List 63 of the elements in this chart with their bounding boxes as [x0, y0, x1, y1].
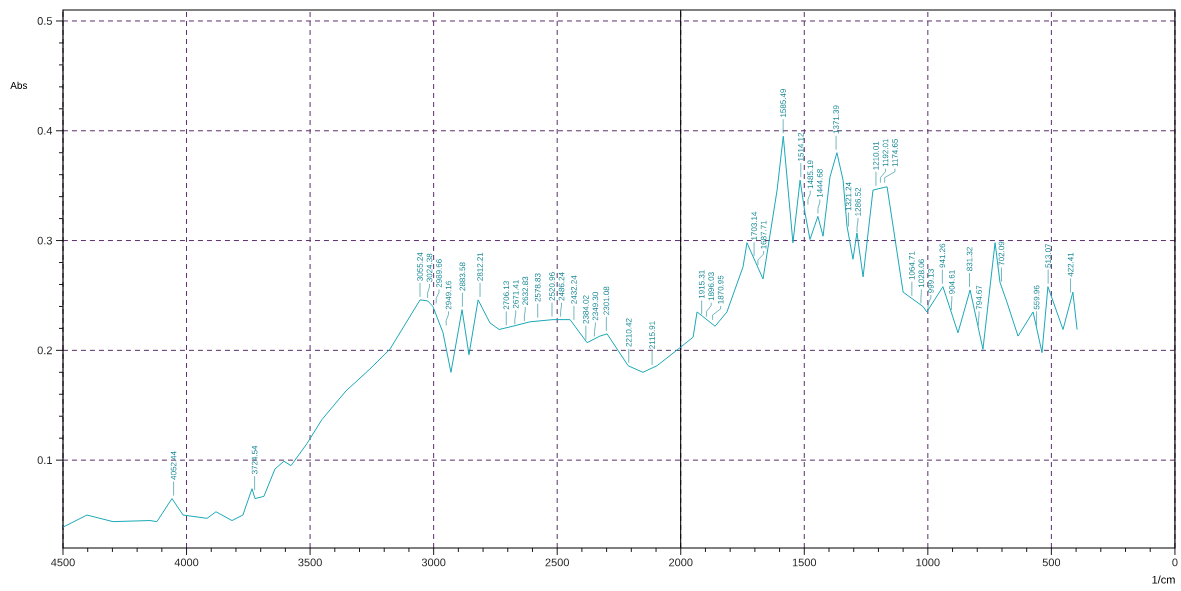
annotation: 2812.21	[477, 252, 483, 281]
x-tick-label: 2000	[669, 558, 693, 567]
annotation: 1028.06	[918, 259, 925, 288]
annotation: 1896.03	[708, 272, 715, 301]
x-tick-label: 3500	[298, 558, 322, 567]
annotation: 3724.54	[251, 445, 258, 475]
annotation: 2486.24	[558, 272, 565, 301]
annotation: 1585.49	[780, 89, 786, 117]
annotation: 3055.24	[417, 252, 423, 281]
annotation: 1485.19	[807, 160, 814, 189]
annotation: 1192.01	[882, 139, 889, 167]
annotation: 2520.96	[549, 272, 555, 301]
annotation: 1514.12	[797, 132, 804, 161]
x-axis-title: 1/cm	[1152, 575, 1175, 584]
annotation: 1210.01	[873, 141, 879, 170]
annotation: 904.61	[949, 270, 955, 294]
x-tick-label: 1000	[916, 558, 940, 567]
annotation: 559.96	[1033, 285, 1040, 310]
annotation: 2301.08	[603, 286, 610, 315]
annotation: 794.67	[976, 285, 982, 310]
annotation: 702.09	[998, 241, 1005, 266]
annotation: 2706.13	[503, 281, 510, 310]
annotation: 1174.65	[892, 138, 898, 167]
annotation: 2632.83	[522, 276, 529, 305]
annotation: 2210.42	[625, 318, 632, 347]
annotation: 831.32	[966, 247, 973, 271]
x-tick-label: 1500	[792, 558, 817, 567]
annotation: 1321.24	[845, 182, 852, 211]
annotation: 2578.83	[534, 273, 541, 302]
annotation: 941.26	[939, 243, 946, 268]
annotation: 1444.68	[816, 169, 823, 198]
x-tick-label: 4000	[174, 558, 199, 567]
annotation: 2349.30	[592, 292, 599, 321]
x-tick-label: 4500	[51, 558, 75, 567]
y-tick-label: 0.5	[37, 17, 52, 25]
annotation: 2384.02	[583, 295, 589, 324]
annotation: 2115.91	[649, 321, 655, 349]
annotation: 1870.95	[717, 275, 724, 304]
annotation: 2949.16	[445, 281, 452, 310]
annotation: 999.13	[928, 269, 934, 293]
annotation: 422.41	[1067, 252, 1074, 277]
annotation: 1703.14	[751, 211, 757, 240]
annotation: 3024.38	[426, 253, 433, 282]
annotation: 1371.39	[833, 105, 839, 134]
annotation: 4052.44	[170, 451, 177, 480]
x-tick-label: 500	[1042, 558, 1061, 567]
y-tick-label: 0.2	[37, 346, 52, 355]
x-tick-label: 2500	[545, 558, 569, 567]
y-tick-label: 0.3	[37, 236, 52, 245]
annotation: 2883.58	[459, 262, 466, 291]
x-tick-label: 3000	[421, 558, 446, 567]
annotation: 1915.31	[698, 270, 705, 299]
annotation: 2671.41	[512, 280, 519, 309]
annotation: 1064.71	[909, 251, 915, 280]
y-tick-label: 0.1	[37, 456, 52, 465]
y-tick-label: 0.4	[37, 126, 53, 135]
x-tick-label: 0	[1172, 558, 1178, 567]
annotation: 513.07	[1045, 243, 1051, 268]
annotation: 1286.52	[855, 187, 861, 216]
annotation: 2432.24	[571, 275, 577, 304]
annotation: 1687.71	[760, 220, 767, 249]
annotation: 2989.66	[436, 259, 442, 288]
y-axis-title: Abs	[10, 81, 28, 89]
